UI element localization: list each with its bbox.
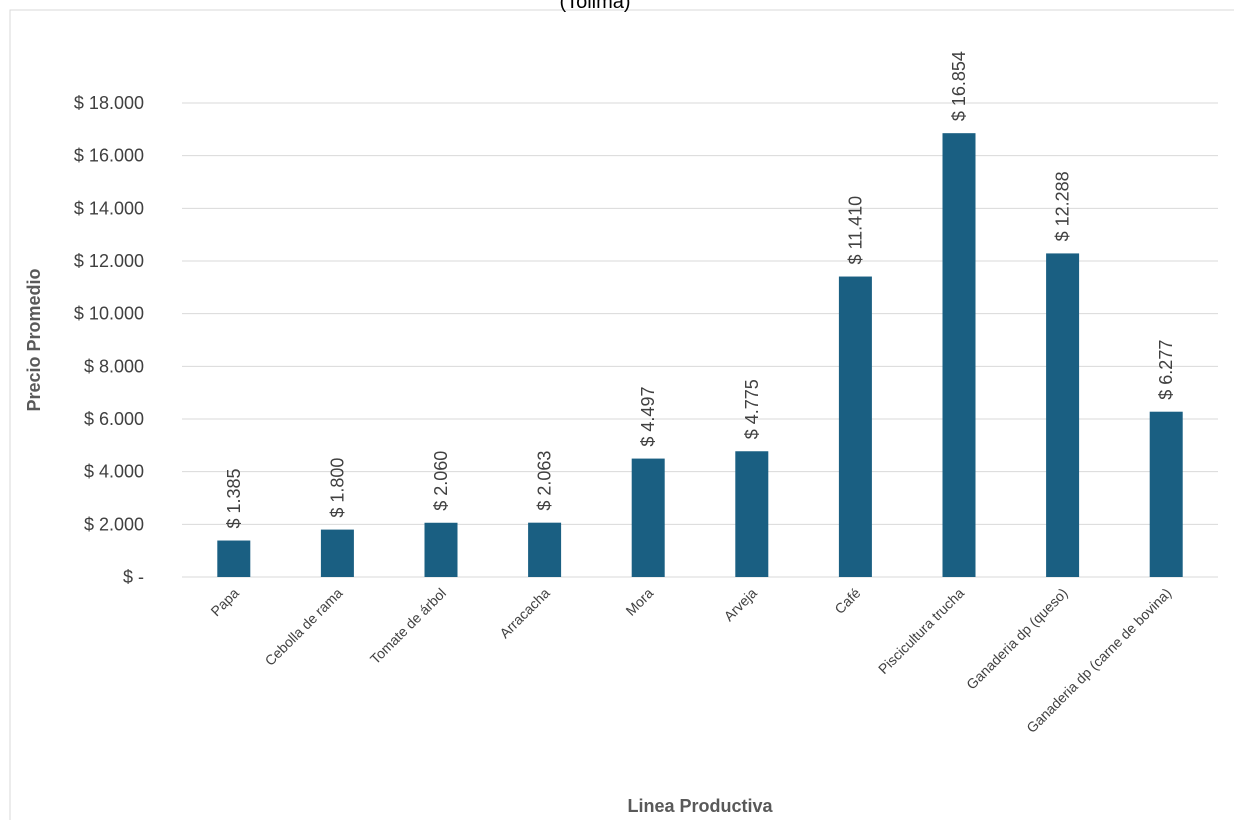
bar xyxy=(1149,411,1183,577)
bar xyxy=(631,458,665,577)
data-label: $ 4.775 xyxy=(742,379,762,439)
data-label: $ 2.063 xyxy=(535,451,555,511)
data-label: $ 11.410 xyxy=(845,196,865,265)
data-label: $ 2.060 xyxy=(431,451,451,511)
x-tick-label: Piscicultura trucha xyxy=(875,585,967,677)
bar xyxy=(1046,253,1080,577)
x-tick-label: Mora xyxy=(622,585,656,619)
y-tick-label: $ 4.000 xyxy=(84,462,144,482)
x-tick-label: Ganaderia dp (queso) xyxy=(963,585,1071,693)
bar xyxy=(320,529,354,577)
bar xyxy=(528,522,562,577)
data-label: $ 1.385 xyxy=(224,468,244,528)
bar xyxy=(424,522,458,577)
x-tick-label: Arracacha xyxy=(496,585,553,642)
data-label: $ 1.800 xyxy=(327,458,347,518)
chart-border xyxy=(9,9,1234,825)
bar xyxy=(217,540,251,577)
data-label: $ 16.854 xyxy=(949,51,969,121)
bars xyxy=(217,133,1183,578)
y-axis-ticks: $ - $ 2.000 $ 4.000 $ 6.000 $ 8.000 $ 10.000 $… xyxy=(74,93,144,587)
y-tick-label: $ 18.000 xyxy=(74,93,144,113)
y-tick-label: $ - xyxy=(123,567,144,587)
bar xyxy=(942,133,976,578)
data-labels: $ 1.385 $ 1.800 $ 2.060 $ 2.063 $ 4.497 $ 4.7… xyxy=(224,51,1176,528)
data-label: $ 6.277 xyxy=(1156,340,1176,400)
x-tick-label: Arveja xyxy=(721,585,761,625)
y-tick-label: $ 8.000 xyxy=(84,356,144,376)
bar xyxy=(838,276,872,577)
data-label: $ 12.288 xyxy=(1053,171,1073,241)
y-tick-label: $ 16.000 xyxy=(74,146,144,166)
data-label: $ 4.497 xyxy=(638,387,658,447)
y-tick-label: $ 14.000 xyxy=(74,198,144,218)
chart-title: (Tolima) xyxy=(559,0,630,13)
x-axis-ticks: Papa Cebolla de rama Tomate de árbol Arraca… xyxy=(207,585,1174,736)
y-tick-label: $ 12.000 xyxy=(74,251,144,271)
x-tick-label: Café xyxy=(831,585,863,617)
x-tick-label: Cebolla de rama xyxy=(262,585,346,669)
x-tick-label: Papa xyxy=(207,585,242,620)
y-tick-label: $ 6.000 xyxy=(84,409,144,429)
y-tick-label: $ 10.000 xyxy=(74,304,144,324)
bar xyxy=(735,451,769,577)
gridlines xyxy=(182,102,1218,578)
y-axis-title: Precio Promedio xyxy=(24,268,44,411)
x-axis-title: Linea Productiva xyxy=(627,796,773,816)
y-tick-label: $ 2.000 xyxy=(84,514,144,534)
x-tick-label: Tomate de árbol xyxy=(367,585,449,667)
